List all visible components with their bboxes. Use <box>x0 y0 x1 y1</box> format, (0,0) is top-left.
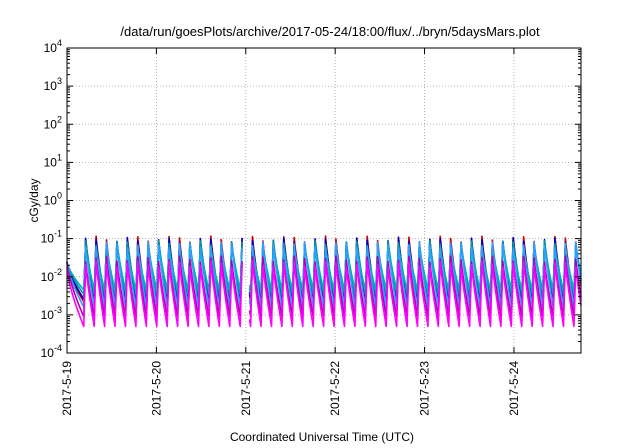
y-tick-label: 103 <box>44 76 62 93</box>
x-tick-label: 2017-5-21 <box>239 361 253 416</box>
y-tick-label: 100 <box>44 191 62 208</box>
y-tick-label: 10-3 <box>41 305 62 322</box>
x-tick-label: 2017-5-19 <box>60 361 74 416</box>
x-tick-label: 2017-5-23 <box>418 361 432 416</box>
axis-ticks <box>66 47 581 354</box>
chart-title: /data/run/goesPlots/archive/2017-05-24/1… <box>120 24 540 39</box>
x-tick-label: 2017-5-22 <box>328 361 342 416</box>
y-tick-label: 101 <box>44 152 62 169</box>
y-axis-label: cGy/day <box>27 178 41 222</box>
x-axis-label: Coordinated Universal Time (UTC) <box>230 430 414 444</box>
y-tick-label: 10-2 <box>41 267 62 284</box>
data-series <box>66 235 582 328</box>
x-tick-label: 2017-5-24 <box>507 361 521 416</box>
y-tick-label: 10-1 <box>41 229 62 246</box>
y-tick-label: 104 <box>44 38 62 55</box>
y-tick-label: 10-4 <box>41 343 62 360</box>
series-line <box>66 260 582 328</box>
y-tick-label: 102 <box>44 114 62 131</box>
series-line <box>66 241 582 308</box>
x-tick-label: 2017-5-20 <box>149 361 163 416</box>
y-tick-labels: 10-4 10-3 10-2 10-1 100 101 102 103 104 <box>41 38 62 360</box>
x-tick-labels: 2017-5-19 2017-5-20 2017-5-21 2017-5-22 2017… <box>60 361 521 416</box>
